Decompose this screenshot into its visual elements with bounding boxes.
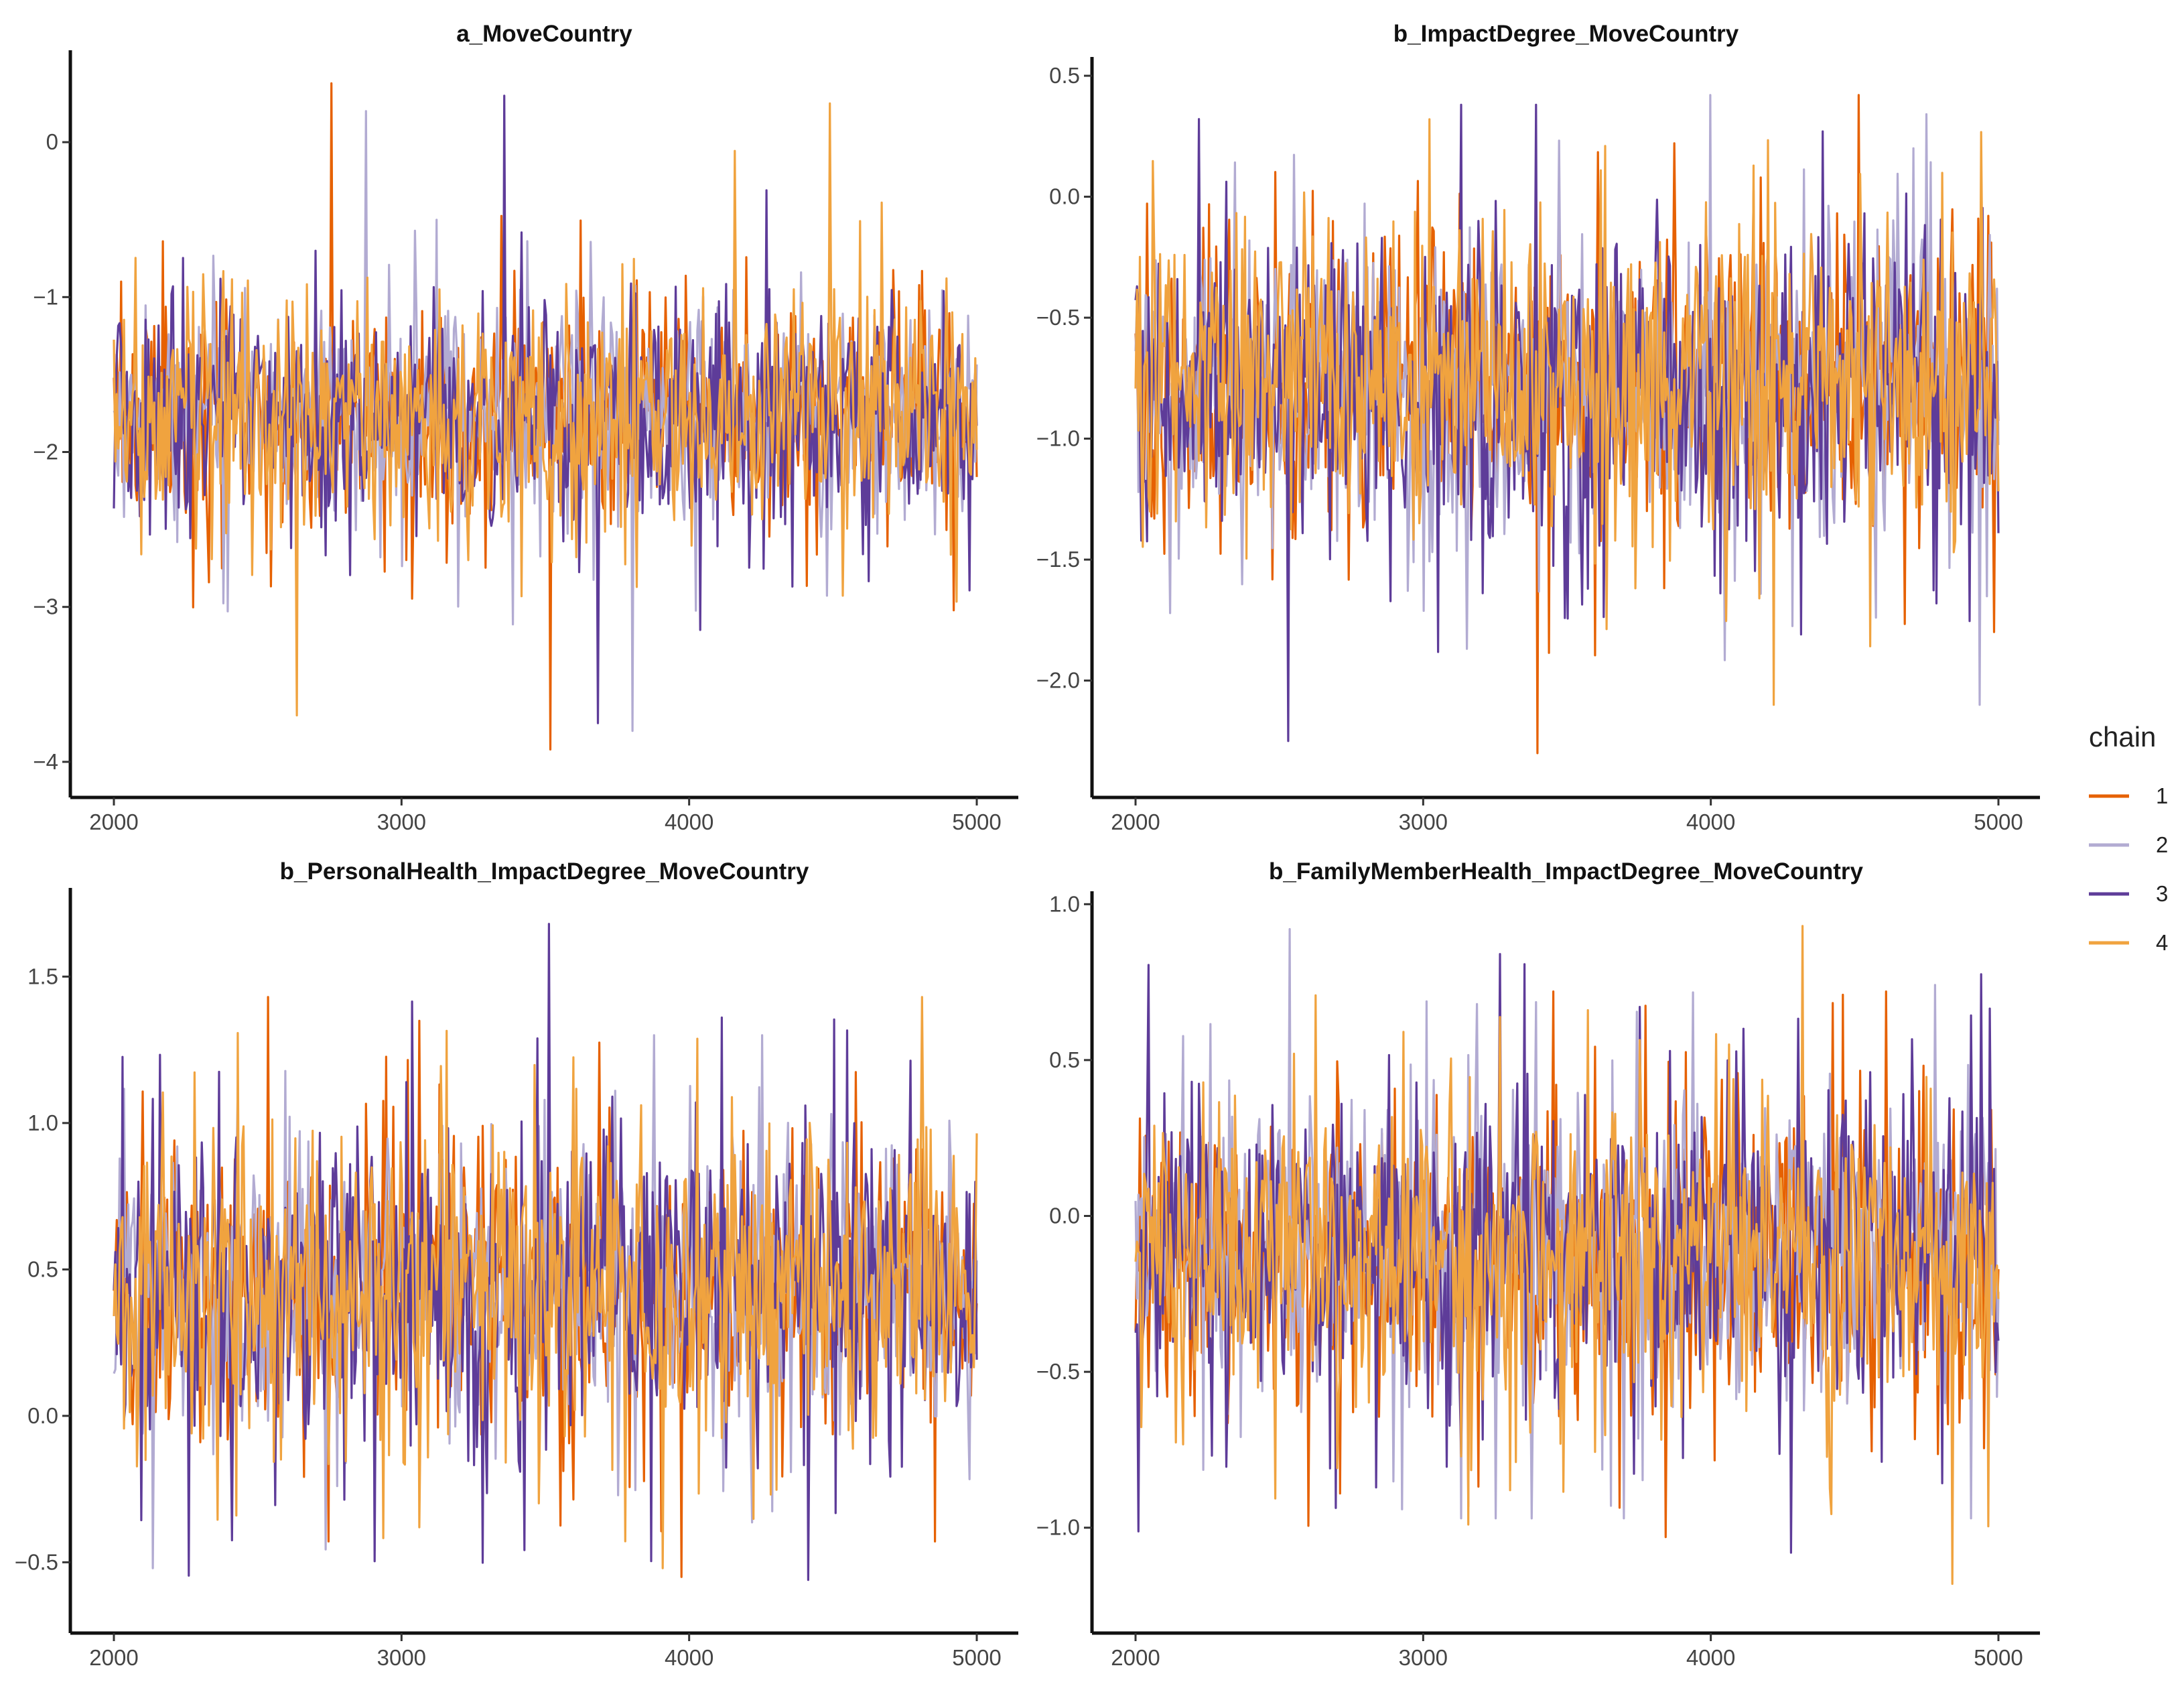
panel-title: b_FamilyMemberHealth_ImpactDegree_MoveCo…: [1269, 858, 1863, 885]
panel-title: b_PersonalHealth_ImpactDegree_MoveCountr…: [280, 858, 809, 885]
x-tick-label: 3000: [377, 810, 426, 834]
trace-chain-2: [1134, 94, 2000, 706]
x-tick-label: 4000: [665, 810, 713, 834]
y-tick-label: 1.0: [27, 1110, 58, 1135]
legend-label-chain-1: 1: [2156, 783, 2168, 808]
x-tick-label: 5000: [952, 810, 1001, 834]
y-tick-label: 0.5: [27, 1256, 58, 1281]
y-tick-label: −2: [33, 440, 58, 464]
x-tick-label: 4000: [1686, 1645, 1735, 1670]
y-tick-label: −0.5: [1036, 1359, 1080, 1384]
legend-title: chain: [2089, 721, 2156, 753]
y-tick-label: −1.5: [1036, 547, 1080, 572]
y-tick-label: −0.5: [15, 1549, 58, 1574]
x-tick-label: 4000: [665, 1645, 713, 1670]
x-tick-label: 5000: [1974, 810, 2023, 834]
y-tick-label: 0.5: [1049, 1047, 1080, 1072]
chain-legend: chain 1 2 3 4: [2089, 721, 2168, 955]
trace-chain-2: [1134, 927, 2000, 1520]
trace-chain-4: [1134, 925, 2000, 1586]
x-tick-label: 4000: [1686, 810, 1735, 834]
trace-chain-4: [113, 996, 978, 1569]
legend-label-chain-3: 3: [2156, 881, 2168, 906]
y-tick-label: 0.0: [27, 1403, 58, 1428]
y-tick-label: −1.0: [1036, 1515, 1080, 1540]
x-tick-label: 3000: [377, 1645, 426, 1670]
y-tick-label: −1.0: [1036, 426, 1080, 451]
trace-chain-4: [113, 102, 978, 717]
y-tick-label: −3: [33, 594, 58, 619]
x-tick-label: 2000: [89, 1645, 138, 1670]
x-tick-label: 3000: [1399, 1645, 1448, 1670]
x-tick-label: 5000: [952, 1645, 1001, 1670]
panel-title: b_ImpactDegree_MoveCountry: [1393, 21, 1739, 47]
trace-chain-4: [1134, 118, 2000, 706]
x-tick-label: 2000: [1111, 1645, 1160, 1670]
legend-label-chain-4: 4: [2156, 930, 2168, 955]
y-tick-label: 0.5: [1049, 63, 1080, 88]
y-tick-label: −1: [33, 284, 58, 309]
trace-panel-4: b_FamilyMemberHealth_ImpactDegree_MoveCo…: [1036, 858, 2040, 1670]
x-tick-label: 3000: [1399, 810, 1448, 834]
trace-panel-2: b_ImpactDegree_MoveCountry 0.5 0.0 −0.5 −1.0…: [1036, 21, 2040, 834]
x-tick-label: 5000: [1974, 1645, 2023, 1670]
y-tick-label: 0.0: [1049, 184, 1080, 209]
x-tick-label: 2000: [89, 810, 138, 834]
y-tick-label: −4: [33, 749, 58, 774]
panel-title: a_MoveCountry: [456, 21, 632, 47]
y-tick-label: −2.0: [1036, 668, 1080, 693]
y-tick-label: 1.5: [27, 964, 58, 988]
y-tick-label: −0.5: [1036, 305, 1080, 330]
trace-panel-1: a_MoveCountry 0 −1 −2 −3 −4 2000 3000 4000 5000: [33, 21, 1018, 834]
y-tick-label: 0: [46, 129, 58, 154]
legend-label-chain-2: 2: [2156, 832, 2168, 857]
y-tick-label: 0.0: [1049, 1204, 1080, 1228]
trace-panel-3: b_PersonalHealth_ImpactDegree_MoveCountr…: [15, 858, 1018, 1670]
x-tick-label: 2000: [1111, 810, 1160, 834]
y-tick-label: 1.0: [1049, 891, 1080, 916]
